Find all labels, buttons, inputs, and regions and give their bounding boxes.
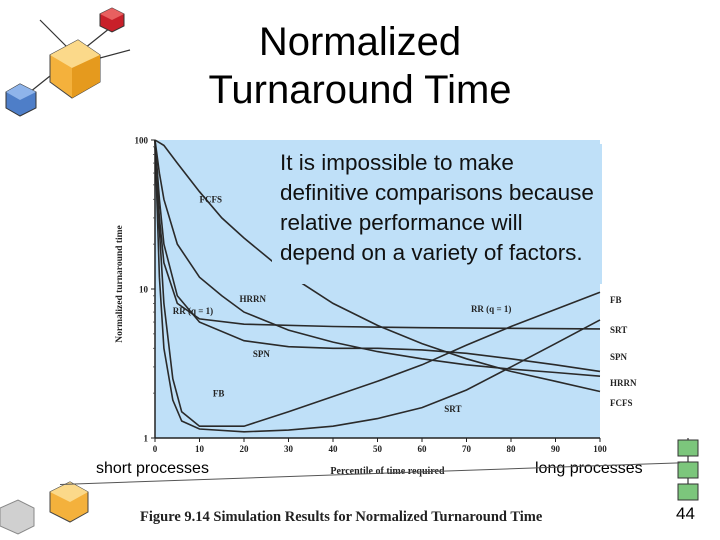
- series-line-fb: [154, 139, 601, 427]
- curve-annotation: FCFS: [200, 195, 223, 205]
- curve-annotation: HRRN: [240, 294, 267, 304]
- series-line-srt: [154, 139, 601, 433]
- x-tick-label: 0: [153, 444, 158, 454]
- right-series-label-fb: FB: [610, 295, 622, 305]
- labels-layer: FCFS HRRN RR (q = 1) SPN FB SRT RR (q = 1) FB SR…: [173, 195, 637, 414]
- series-line-fcfs: [154, 139, 601, 393]
- x-tick-label: 70: [462, 444, 472, 454]
- curve-annotation: SRT: [444, 404, 461, 414]
- title-line-1: Normalized: [258, 20, 462, 64]
- x-tick-label: 90: [551, 444, 561, 454]
- y-tick-label: 10: [139, 285, 149, 295]
- title-line-2: Turnaround Time: [208, 68, 512, 112]
- x-tick-label: 50: [373, 444, 383, 454]
- slide-title: Normalized Turnaround Time: [150, 18, 570, 114]
- figure-caption: Figure 9.14 Simulation Results for Norma…: [140, 509, 543, 525]
- curve-annotation: RR (q = 1): [471, 304, 511, 314]
- series-line-rr-q-1: [154, 146, 601, 330]
- callout-text: It is impossible to make definitive comp…: [272, 144, 602, 284]
- curve-annotation: RR (q = 1): [173, 306, 213, 316]
- x-tick-label: 30: [284, 444, 294, 454]
- right-series-label-spn: SPN: [610, 352, 628, 362]
- x-tick-label: 20: [240, 444, 250, 454]
- right-series-label-hrrn: HRRN: [610, 378, 637, 388]
- page-number: 44: [676, 504, 695, 523]
- series-line-spn: [154, 139, 601, 373]
- x-tick-label: 100: [593, 444, 607, 454]
- y-tick-label: 1: [144, 434, 149, 444]
- right-series-label-srt: SRT: [610, 325, 627, 335]
- curves-layer: [154, 139, 601, 433]
- decorative-cubes-bottom: [0, 481, 89, 535]
- x-axis-title: Percentile of time required: [330, 466, 445, 477]
- x-tick-label: 60: [418, 444, 428, 454]
- decorative-flowchart: [677, 438, 699, 501]
- curve-annotation: SPN: [253, 349, 271, 359]
- right-series-label-fcfs: FCFS: [610, 398, 633, 408]
- long-processes-label: long processes: [535, 460, 643, 477]
- x-tick-label: 10: [195, 444, 205, 454]
- x-tick-label: 80: [507, 444, 517, 454]
- y-axis-title: Normalized turnaround time: [115, 225, 125, 343]
- y-tick-label: 100: [135, 136, 149, 146]
- short-processes-label: short processes: [96, 460, 209, 477]
- x-tick-label: 40: [329, 444, 339, 454]
- series-line-hrrn: [154, 139, 601, 377]
- decorative-cubes-top: [5, 7, 131, 117]
- curve-annotation: FB: [213, 388, 225, 398]
